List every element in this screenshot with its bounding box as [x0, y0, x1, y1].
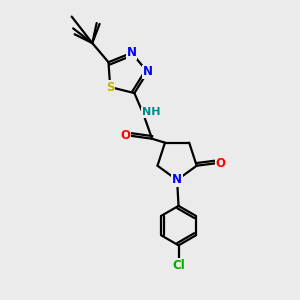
Text: NH: NH	[142, 107, 161, 117]
Text: N: N	[172, 173, 182, 187]
Text: S: S	[106, 81, 115, 94]
Text: O: O	[216, 157, 226, 170]
Text: Cl: Cl	[172, 259, 185, 272]
Text: O: O	[120, 129, 130, 142]
Text: N: N	[127, 46, 136, 59]
Text: N: N	[142, 65, 153, 79]
